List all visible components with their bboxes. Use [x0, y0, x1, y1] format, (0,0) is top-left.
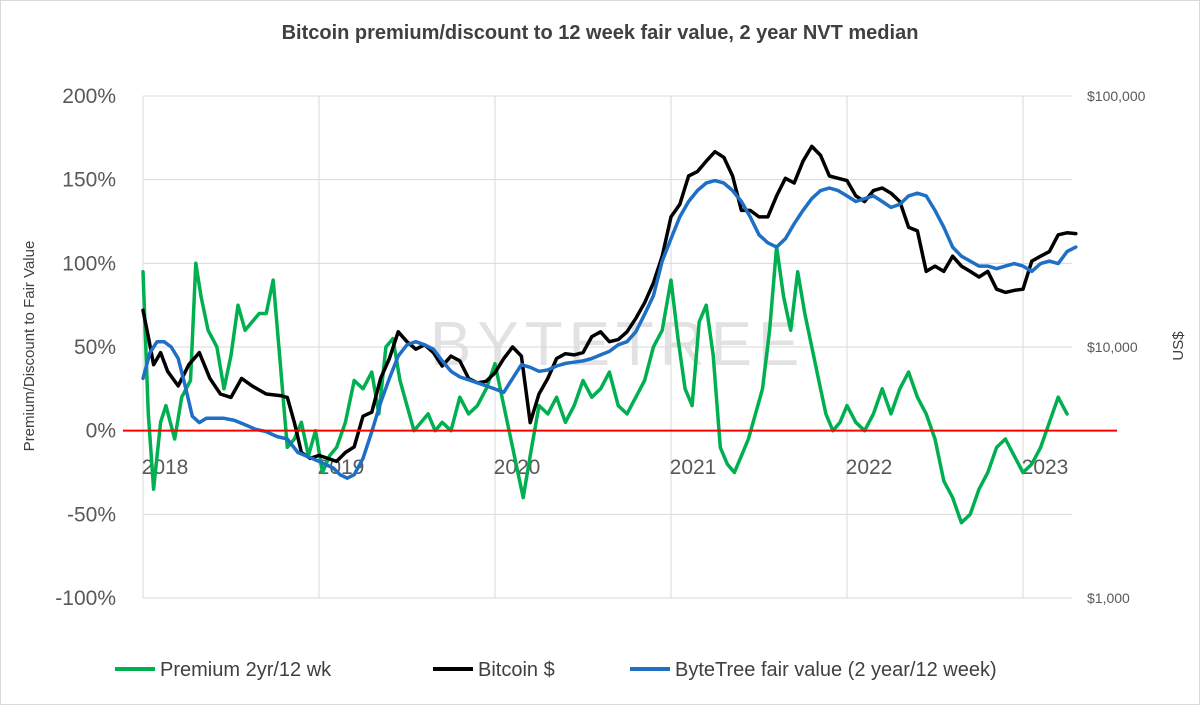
series-line-premium-2yr-12-wk [141, 244, 1069, 525]
legend-label: ByteTree fair value (2 year/12 week) [675, 659, 997, 681]
y-tick-label: 200% [62, 85, 116, 108]
right-axis-ticks: $100,000 $10,000 $1,000 [1087, 88, 1146, 606]
y-tick-label: -100% [55, 587, 116, 610]
watermark-text: BYTETREE [430, 310, 805, 379]
y2-tick-label: $10,000 [1087, 339, 1138, 355]
series-line-bytetree-fair-value-2-year-12-week [141, 178, 1078, 480]
y-tick-label: 50% [74, 336, 116, 359]
y-axis-title: Premium/Discount to Fair Value [21, 241, 38, 452]
grid-lines [142, 95, 1072, 599]
y-tick-label: 100% [62, 252, 116, 275]
y-tick-label: -50% [67, 503, 116, 526]
legend-label: Premium 2yr/12 wk [160, 659, 332, 681]
x-tick-label: 2019 [318, 456, 365, 479]
legend-label: Bitcoin $ [478, 659, 555, 681]
y-tick-label: 150% [62, 169, 116, 192]
x-tick-label: 2018 [142, 456, 189, 479]
legend: Premium 2yr/12 wk Bitcoin $ ByteTree fair … [115, 659, 997, 681]
left-axis-ticks: 200% 150% 100% 50% 0% -50% -100% [55, 85, 116, 610]
chart-title: Bitcoin premium/discount to 12 week fair… [282, 22, 919, 44]
x-tick-label: 2022 [846, 456, 893, 479]
x-tick-label: 2021 [670, 456, 717, 479]
y2-tick-label: $1,000 [1087, 590, 1130, 606]
y2-tick-label: $100,000 [1087, 88, 1146, 104]
series-layer [141, 144, 1078, 525]
y2-axis-title: US$ [1170, 331, 1187, 361]
y-tick-label: 0% [86, 420, 116, 443]
